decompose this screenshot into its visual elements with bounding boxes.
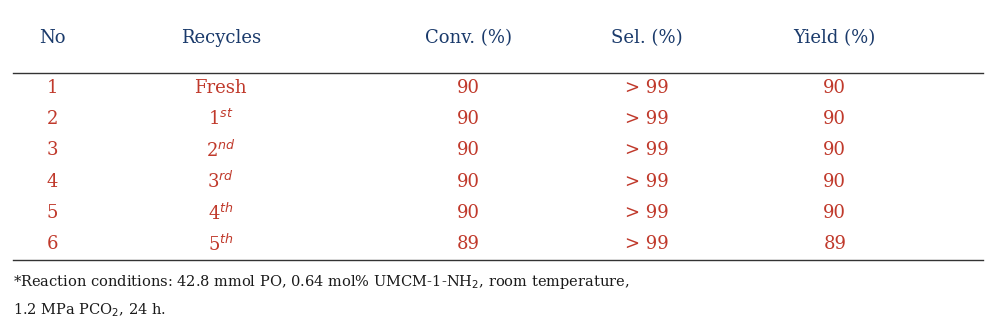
- Text: > 99: > 99: [624, 142, 668, 159]
- Text: > 99: > 99: [624, 235, 668, 253]
- Text: 5: 5: [47, 204, 58, 222]
- Text: > 99: > 99: [624, 204, 668, 222]
- Text: 2$^{nd}$: 2$^{nd}$: [206, 140, 235, 161]
- Text: Fresh: Fresh: [194, 79, 247, 97]
- Text: 4: 4: [47, 173, 58, 191]
- Text: Conv. (%): Conv. (%): [424, 29, 512, 47]
- Text: Sel. (%): Sel. (%): [611, 29, 682, 47]
- Text: > 99: > 99: [624, 173, 668, 191]
- Text: Yield (%): Yield (%): [794, 29, 875, 47]
- Text: 90: 90: [457, 142, 480, 159]
- Text: 90: 90: [457, 204, 480, 222]
- Text: *Reaction conditions: 42.8 mmol PO, 0.64 mol% UMCM-1-NH$_2$, room temperature,: *Reaction conditions: 42.8 mmol PO, 0.64…: [13, 273, 629, 291]
- Text: > 99: > 99: [624, 110, 668, 128]
- Text: 90: 90: [824, 142, 847, 159]
- Text: 1.2 MPa PCO$_2$, 24 h.: 1.2 MPa PCO$_2$, 24 h.: [13, 302, 165, 319]
- Text: No: No: [39, 29, 66, 47]
- Text: 3$^{rd}$: 3$^{rd}$: [207, 171, 234, 192]
- Text: 90: 90: [824, 204, 847, 222]
- Text: 90: 90: [457, 79, 480, 97]
- Text: 90: 90: [824, 173, 847, 191]
- Text: 89: 89: [824, 235, 847, 253]
- Text: 6: 6: [47, 235, 58, 253]
- Text: 90: 90: [824, 110, 847, 128]
- Text: 4$^{th}$: 4$^{th}$: [208, 202, 233, 224]
- Text: 3: 3: [47, 142, 58, 159]
- Text: > 99: > 99: [624, 79, 668, 97]
- Text: 90: 90: [457, 173, 480, 191]
- Text: 1: 1: [47, 79, 58, 97]
- Text: 90: 90: [457, 110, 480, 128]
- Text: 90: 90: [824, 79, 847, 97]
- Text: 2: 2: [47, 110, 58, 128]
- Text: 5$^{th}$: 5$^{th}$: [208, 233, 233, 255]
- Text: 89: 89: [457, 235, 480, 253]
- Text: 1$^{st}$: 1$^{st}$: [208, 109, 233, 129]
- Text: Recycles: Recycles: [180, 29, 261, 47]
